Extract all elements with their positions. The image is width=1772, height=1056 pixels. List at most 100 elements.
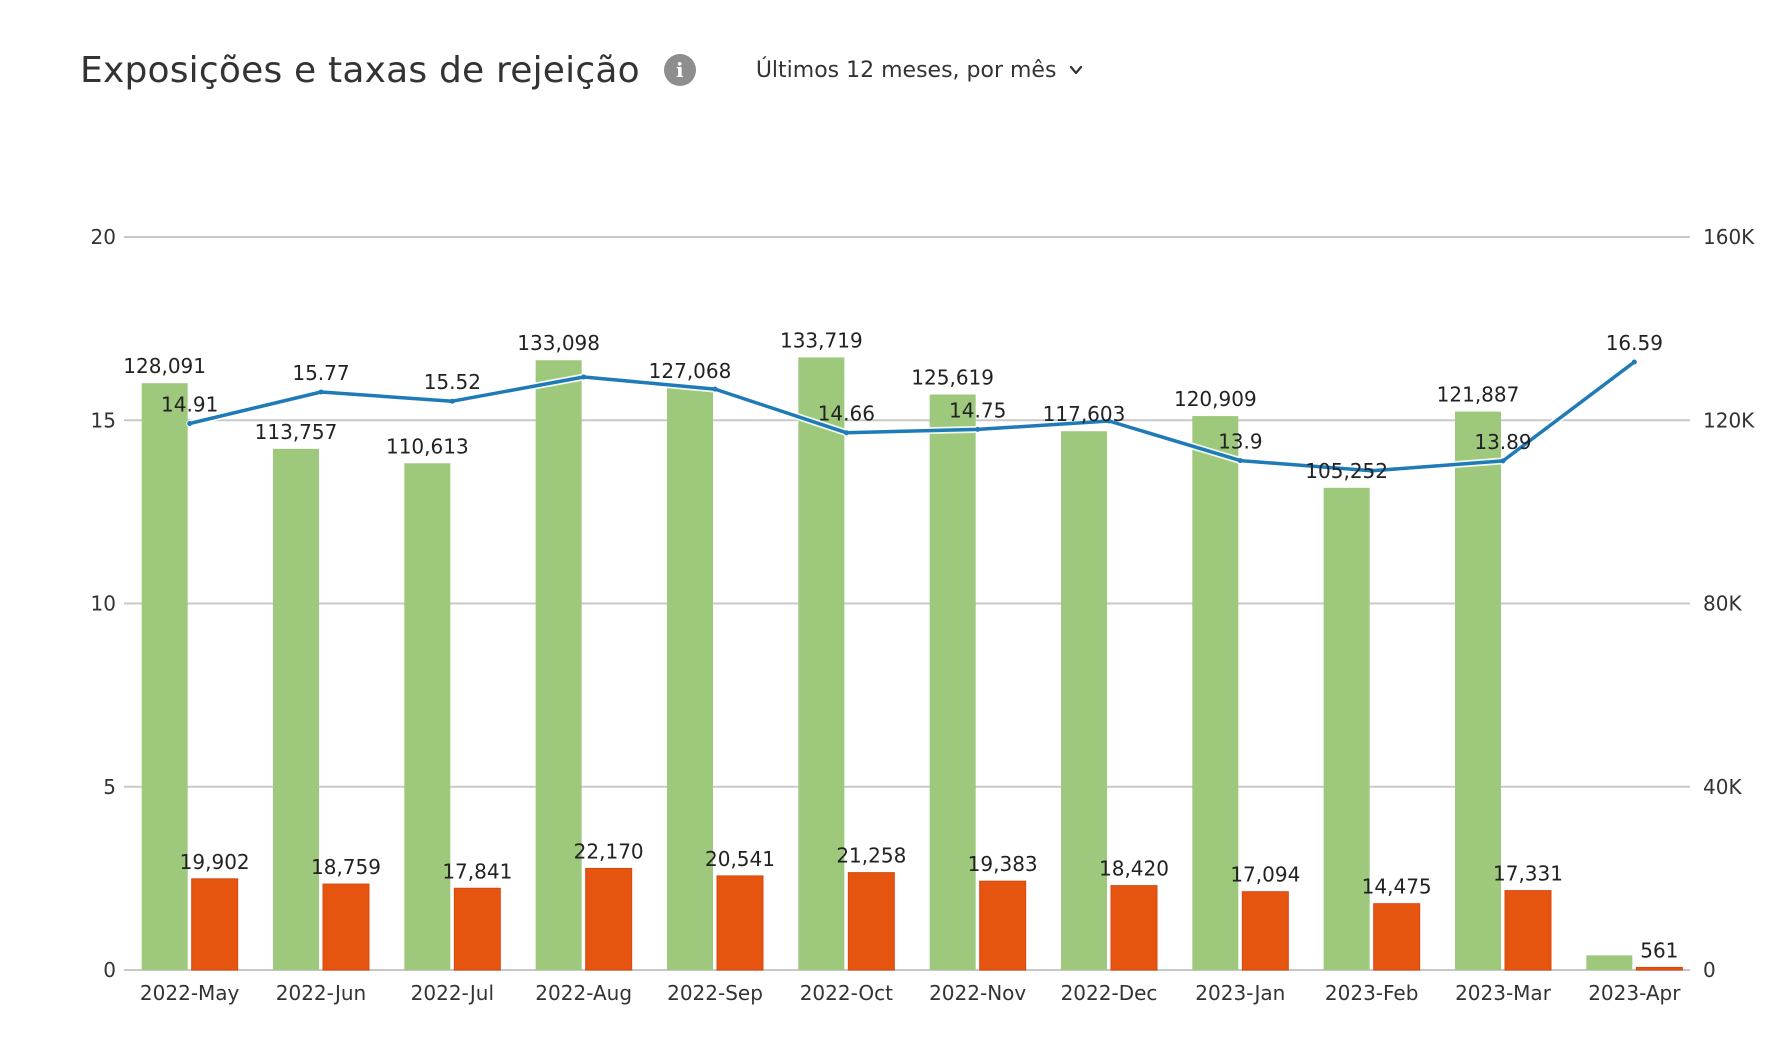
rate-data-label: 15.52 [424,370,481,394]
left-axis-tick-label: 15 [91,408,116,432]
right-axis-tick-label: 0 [1703,958,1716,982]
left-axis-tick-label: 20 [91,225,116,249]
impressions-data-label: 121,887 [1437,383,1520,407]
rate-point [187,421,193,427]
rejections-data-label: 17,331 [1493,862,1563,886]
rejections-bar [322,883,370,971]
x-axis-tick-label: 2022-Jul [411,981,494,1005]
impressions-bar [798,357,845,970]
rate-data-label: 14.75 [949,398,1006,422]
impressions-bar [404,463,451,970]
rejections-data-label: 18,759 [311,855,381,879]
x-axis-tick-label: 2023-Mar [1455,981,1552,1005]
x-axis-tick-label: 2023-Jan [1195,981,1285,1005]
x-axis-tick-label: 2022-Aug [535,981,632,1005]
impressions-data-label: 133,098 [517,331,600,355]
chart-header: Exposições e taxas de rejeição i Últimos… [80,44,1084,96]
rate-point [975,426,981,432]
impressions-data-label: 125,619 [911,366,994,390]
impressions-data-label: 113,757 [255,420,338,444]
rejections-bar [1373,903,1421,971]
rejections-data-label: 20,541 [705,847,775,871]
rejections-data-label: 22,170 [574,839,644,863]
x-axis-tick-label: 2022-Jun [276,981,366,1005]
x-axis-tick-label: 2023-Feb [1325,981,1419,1005]
chevron-down-icon [1070,65,1083,75]
impressions-data-label: 117,603 [1043,402,1126,426]
rejections-bar [191,878,239,971]
rejections-data-label: 17,094 [1230,863,1300,887]
x-axis-tick-label: 2022-Dec [1061,981,1158,1005]
rejections-data-label: 561 [1640,938,1678,962]
x-axis-tick-label: 2023-Apr [1588,981,1681,1005]
rate-data-label: 13.89 [1474,430,1531,454]
impressions-bar [1323,487,1370,970]
chart-title: Exposições e taxas de rejeição [80,49,640,91]
impressions-bar [1455,411,1501,970]
rejections-bar [716,875,764,971]
impressions-bar [929,394,976,971]
rejections-bar [847,872,895,971]
axes: 0 0 5 40K 10 80K 15 120K 20 160K 2022-May 2022-Jun 2… [91,225,1756,1005]
rate-data-label: 13.9 [1218,430,1263,454]
right-axis-tick-label: 160K [1703,225,1755,249]
rejections-bar [453,887,501,971]
info-icon[interactable]: i [663,54,696,86]
impressions-bar [1192,416,1239,970]
period-dropdown-label: Últimos 12 meses, por mês [755,57,1057,83]
rate-data-label: 14.91 [161,393,218,417]
rate-point [318,389,324,395]
rejections-bar [585,867,633,971]
rate-point [1106,418,1112,424]
impressions-bar [1586,955,1633,970]
rate-point [449,398,455,404]
left-axis-tick-label: 5 [103,775,116,799]
rate-data-label: 16.59 [1606,331,1663,355]
rate-point [1631,359,1637,365]
period-dropdown[interactable]: Últimos 12 meses, por mês [756,58,1085,83]
rejections-bar [1241,891,1289,971]
impressions-data-label: 133,719 [780,328,863,352]
rejections-bar [979,880,1027,971]
rate-data-label: 14.66 [818,402,875,426]
rejections-data-label: 19,902 [180,850,250,874]
right-axis-tick-label: 80K [1703,592,1742,616]
rejections-data-label: 17,841 [442,859,512,883]
impressions-data-label: 105,252 [1305,459,1388,483]
left-axis-tick-label: 10 [91,592,116,616]
rejections-bar [1504,890,1552,971]
impressions-bar [667,387,713,970]
impressions-data-label: 120,909 [1174,387,1257,411]
x-axis-tick-label: 2022-Oct [800,981,893,1005]
rate-point [843,430,849,436]
impressions-bar [1061,431,1107,970]
right-axis-tick-label: 40K [1703,775,1742,799]
rejections-data-label: 14,475 [1362,875,1432,899]
impressions-data-label: 127,068 [649,359,732,383]
left-axis-tick-label: 0 [103,958,116,982]
data-labels: 128,091 113,757 110,613 133,098 127,068 133,7… [123,328,1678,962]
impressions-bar [141,383,188,970]
rate-point [1237,458,1243,464]
rate-point [1500,458,1506,464]
rate-point [581,374,587,380]
rejections-data-label: 19,383 [968,852,1038,876]
rejections-data-label: 21,258 [836,844,906,868]
gridlines [124,236,1690,971]
rejections-data-label: 18,420 [1099,857,1169,881]
impressions-bar [535,360,582,971]
impressions-data-label: 110,613 [386,434,469,458]
x-axis-tick-label: 2022-Sep [667,981,763,1005]
x-axis-tick-label: 2022-May [140,981,240,1005]
rate-line-layer [186,358,1638,475]
rate-point [1369,468,1375,474]
rejections-bar [1110,885,1158,971]
right-axis-tick-label: 120K [1703,408,1755,432]
impressions-data-label: 128,091 [123,354,206,378]
rate-line [187,360,1637,473]
rejections-bar [1635,966,1683,971]
rate-data-label: 15.77 [292,361,349,385]
bars [141,357,1683,971]
x-axis-tick-label: 2022-Nov [929,981,1026,1005]
